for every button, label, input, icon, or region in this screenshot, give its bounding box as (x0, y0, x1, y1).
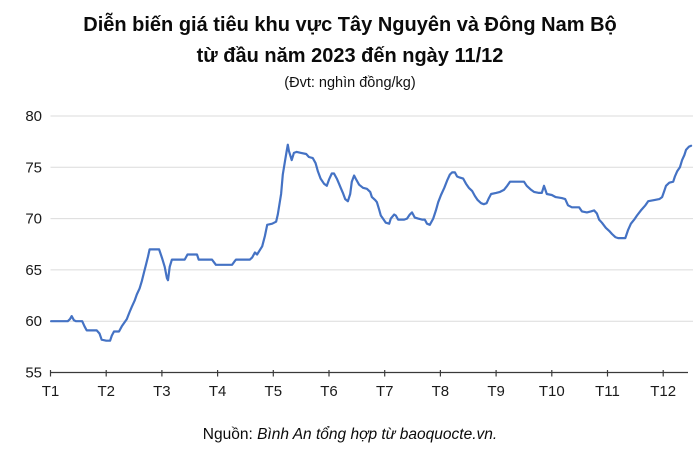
x-axis-label-T6: T6 (320, 383, 338, 400)
pepper-price-series-line (49, 143, 693, 342)
chart-title-line1: Diễn biến giá tiêu khu vực Tây Nguyên và… (83, 14, 617, 36)
y-axis-label-60: 60 (25, 313, 42, 330)
x-axis-label-T9: T9 (487, 383, 505, 400)
x-axis-label-T1: T1 (42, 383, 60, 400)
x-axis-label-T12: T12 (650, 383, 676, 400)
x-axis-label-T10: T10 (539, 383, 565, 400)
y-axis-label-65: 65 (25, 262, 42, 279)
x-axis-label-T2: T2 (97, 383, 115, 400)
x-axis-label-T11: T11 (595, 383, 620, 400)
source-label: Nguồn: (202, 426, 253, 443)
y-axis-label-70: 70 (25, 211, 42, 228)
x-axis-label-T5: T5 (265, 383, 283, 400)
chart-unit-subtitle: (Đvt: nghìn đồng/kg) (284, 75, 416, 91)
x-axis-label-T8: T8 (432, 383, 450, 400)
x-axis-label-T3: T3 (153, 383, 171, 400)
source-text: Bình An tổng hợp từ baoquocte.vn. (257, 426, 498, 443)
chart-header: Diễn biến giá tiêu khu vực Tây Nguyên và… (0, 10, 700, 91)
y-axis-label-80: 80 (25, 108, 42, 125)
y-axis-label-75: 75 (25, 159, 42, 176)
chart-title-line2: từ đầu năm 2023 đến ngày 11/12 (196, 45, 504, 67)
source-caption: Nguồn: Bình An tổng hợp từ baoquocte.vn. (0, 426, 700, 444)
x-axis-label-T4: T4 (209, 383, 227, 400)
x-axis-label-T7: T7 (376, 383, 394, 400)
y-axis-label-55: 55 (25, 365, 42, 382)
